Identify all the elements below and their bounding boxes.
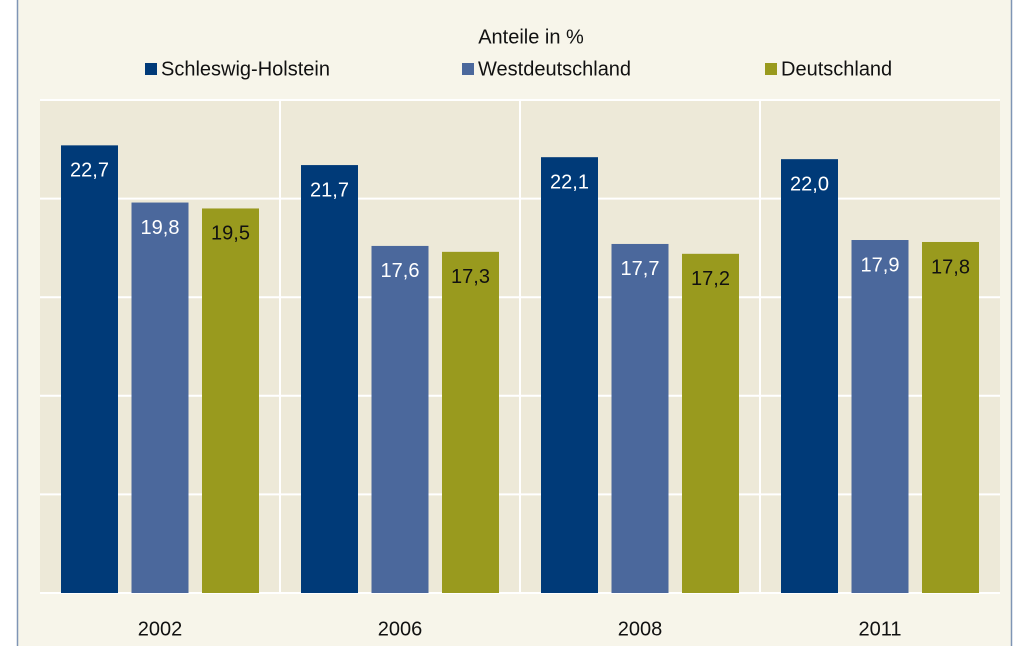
value-label: 22,0 bbox=[790, 173, 829, 195]
x-tick-label: 2002 bbox=[138, 618, 183, 640]
value-label: 22,1 bbox=[550, 171, 589, 193]
legend-swatch bbox=[765, 63, 777, 75]
bar bbox=[61, 145, 118, 593]
bar bbox=[611, 243, 669, 593]
value-label: 22,7 bbox=[70, 160, 109, 182]
bar bbox=[442, 251, 499, 593]
value-label: 17,7 bbox=[621, 258, 660, 280]
value-label: 19,8 bbox=[141, 217, 180, 239]
bar bbox=[301, 165, 358, 594]
legend-label: Westdeutschland bbox=[478, 58, 631, 80]
chart-title: Anteile in % bbox=[478, 26, 584, 48]
value-label: 17,6 bbox=[381, 260, 420, 282]
bar bbox=[541, 157, 598, 594]
legend-label: Deutschland bbox=[781, 58, 892, 80]
value-label: 19,5 bbox=[211, 223, 250, 245]
legend-label: Schleswig-Holstein bbox=[161, 58, 330, 80]
x-tick-label: 2011 bbox=[858, 618, 901, 640]
value-label: 17,9 bbox=[861, 254, 900, 276]
bar bbox=[682, 253, 739, 594]
value-label: 17,2 bbox=[691, 268, 730, 290]
x-tick-label: 2008 bbox=[618, 618, 663, 640]
value-label: 17,3 bbox=[451, 266, 490, 288]
bar bbox=[922, 241, 979, 593]
legend-swatch bbox=[462, 63, 474, 75]
bar bbox=[371, 245, 429, 594]
bar bbox=[851, 240, 909, 593]
bar bbox=[781, 159, 838, 593]
bar bbox=[131, 202, 189, 593]
legend-swatch bbox=[145, 63, 157, 75]
value-label: 17,8 bbox=[931, 256, 970, 278]
bar bbox=[202, 208, 259, 593]
x-tick-label: 2006 bbox=[378, 618, 423, 640]
value-label: 21,7 bbox=[310, 179, 349, 201]
